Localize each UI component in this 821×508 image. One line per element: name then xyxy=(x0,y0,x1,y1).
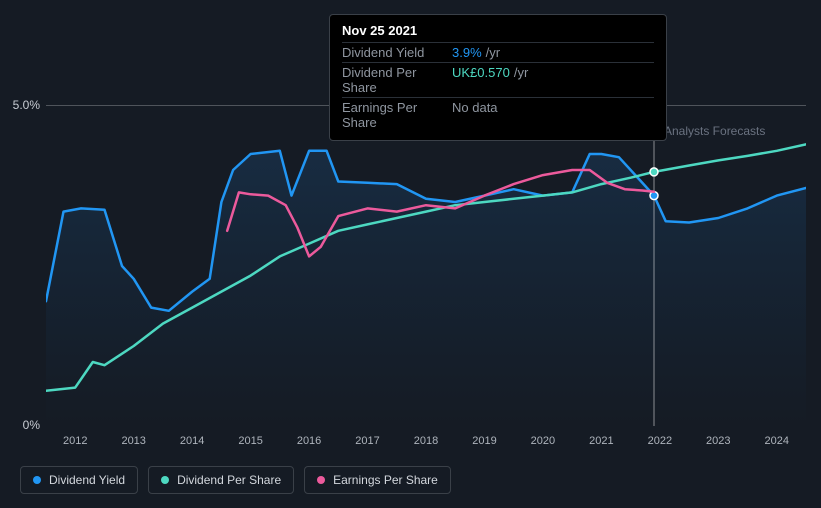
tooltip-row: Dividend Yield3.9% /yr xyxy=(342,42,654,62)
tooltip-value: UK£0.570 xyxy=(452,65,510,95)
x-tick-label: 2016 xyxy=(297,435,321,447)
legend: Dividend Yield Dividend Per Share Earnings… xyxy=(20,466,451,494)
y-tick-label: 5.0% xyxy=(0,98,40,112)
series-marker[interactable] xyxy=(650,168,658,176)
area-fill xyxy=(46,151,806,426)
series-forecast-dividend-per-share[interactable] xyxy=(654,144,806,172)
x-tick-label: 2017 xyxy=(355,435,379,447)
x-tick-label: 2023 xyxy=(706,435,730,447)
plot-svg xyxy=(46,106,806,426)
legend-dot-icon xyxy=(161,476,169,484)
tooltip-key: Earnings Per Share xyxy=(342,100,452,130)
forecast-label: Analysts Forecasts xyxy=(664,124,765,138)
x-tick-label: 2022 xyxy=(648,435,672,447)
legend-dot-icon xyxy=(33,476,41,484)
x-tick-label: 2018 xyxy=(414,435,438,447)
legend-label: Dividend Per Share xyxy=(177,473,281,487)
tooltip-row: Earnings Per ShareNo data xyxy=(342,97,654,132)
tooltip-unit: /yr xyxy=(486,45,500,60)
x-tick-label: 2015 xyxy=(238,435,262,447)
dividend-chart: 5.0%0% 201220132014201520162017201820192… xyxy=(0,0,821,508)
legend-item-earnings-per-share[interactable]: Earnings Per Share xyxy=(304,466,451,494)
x-tick-label: 2014 xyxy=(180,435,204,447)
tooltip: Nov 25 2021 Dividend Yield3.9%/yrDividen… xyxy=(329,14,667,141)
tooltip-unit: /yr xyxy=(514,65,528,95)
x-tick-label: 2019 xyxy=(472,435,496,447)
tooltip-value: 3.9% xyxy=(452,45,482,60)
plot-area[interactable] xyxy=(46,105,806,425)
tooltip-key: Dividend Per Share xyxy=(342,65,452,95)
x-tick-label: 2021 xyxy=(589,435,613,447)
x-tick-label: 2013 xyxy=(121,435,145,447)
legend-label: Earnings Per Share xyxy=(333,473,438,487)
legend-label: Dividend Yield xyxy=(49,473,125,487)
x-axis: 2012 2013 2014 2015 2016 2017 2018 2019 2020 2021… xyxy=(46,425,806,449)
y-tick-label: 0% xyxy=(0,418,40,432)
tooltip-value: No data xyxy=(452,100,498,130)
x-tick-label: 2020 xyxy=(531,435,555,447)
legend-item-dividend-yield[interactable]: Dividend Yield xyxy=(20,466,138,494)
x-tick-label: 2024 xyxy=(765,435,789,447)
legend-dot-icon xyxy=(317,476,325,484)
x-tick-label: 2012 xyxy=(63,435,87,447)
tooltip-key: Dividend Yield xyxy=(342,45,452,60)
tooltip-date: Nov 25 2021 xyxy=(342,23,654,38)
tooltip-row: Dividend Per ShareUK£0.570/yr xyxy=(342,62,654,97)
legend-item-dividend-per-share[interactable]: Dividend Per Share xyxy=(148,466,294,494)
